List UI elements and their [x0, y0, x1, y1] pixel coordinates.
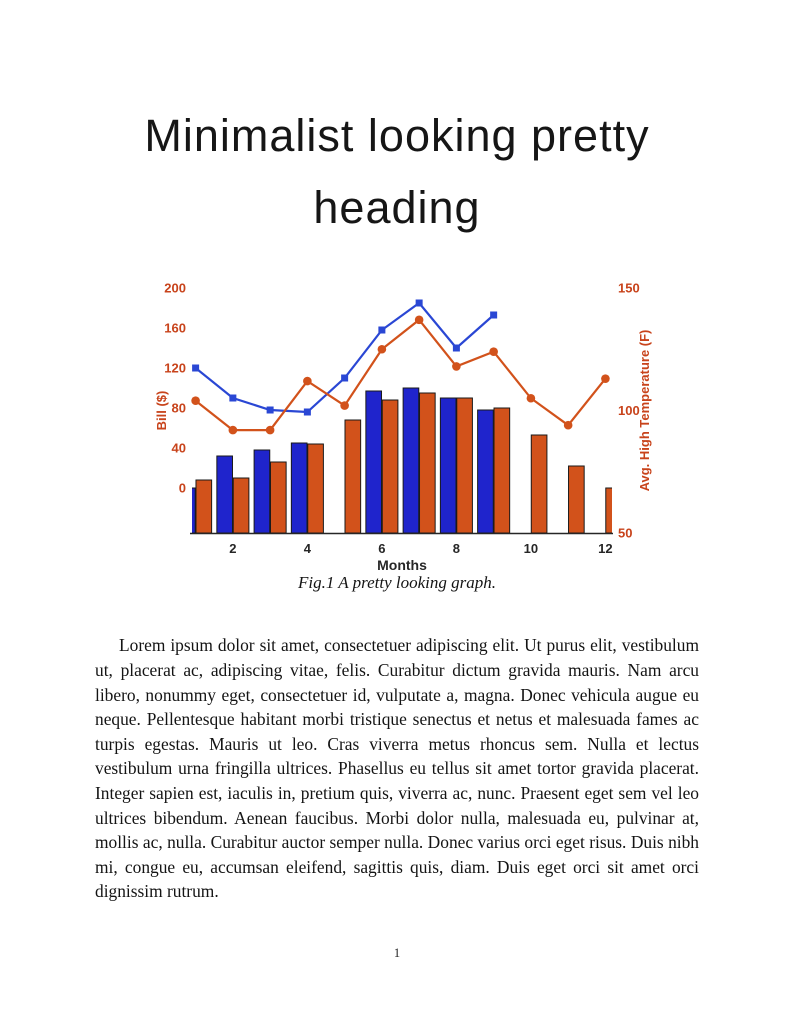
- x-tick-label: 10: [524, 541, 538, 556]
- circle-marker: [452, 362, 461, 371]
- circle-marker: [563, 420, 573, 430]
- square-marker: [192, 364, 200, 372]
- circle-marker: [340, 401, 349, 410]
- page-number: 1: [393, 946, 401, 960]
- bar: [253, 449, 271, 533]
- blue-bars: [192, 387, 494, 533]
- bar: [477, 409, 494, 533]
- left-tick-label: 0: [179, 481, 186, 496]
- square-marker: [490, 311, 498, 319]
- bar: [402, 387, 420, 533]
- left-tick-label: 200: [164, 281, 186, 296]
- square-marker: [378, 326, 386, 334]
- bar: [456, 397, 473, 533]
- circle-marker: [191, 396, 200, 405]
- circle-marker: [303, 376, 312, 386]
- square-marker: [341, 374, 349, 382]
- x-axis-label: Months: [377, 557, 427, 570]
- right-tick-label: 150: [618, 281, 640, 296]
- circle-marker: [265, 425, 275, 435]
- square-marker: [452, 344, 460, 352]
- square-marker: [229, 394, 237, 402]
- bar: [269, 461, 287, 533]
- circle-marker: [228, 425, 238, 435]
- x-tick-label: 2: [229, 541, 236, 556]
- left-tick-label: 40: [172, 441, 186, 456]
- left-tick-label: 80: [172, 401, 186, 416]
- square-marker: [266, 406, 274, 414]
- bar: [568, 465, 585, 533]
- circle-marker: [601, 374, 610, 383]
- figure-caption: Fig.1 A pretty looking graph.: [297, 573, 496, 592]
- square-marker: [303, 408, 311, 416]
- circle-marker: [414, 315, 424, 325]
- bar: [381, 399, 399, 533]
- circle-marker: [489, 347, 498, 356]
- bar: [439, 397, 457, 533]
- x-tick-label: 4: [304, 541, 312, 556]
- bar: [216, 455, 233, 533]
- bar: [192, 487, 196, 533]
- right-axis-label: Avg. High Temperature (F): [637, 330, 652, 492]
- orange-line: [194, 318, 607, 432]
- left-axis-label: Bill ($): [154, 391, 169, 431]
- square-marker: [415, 299, 423, 307]
- chart: 0 40 80 120 160 200 50 100 150 2 4 6 8 10 12 Months Bill…: [152, 278, 662, 574]
- left-tick-label: 160: [164, 321, 186, 336]
- right-tick-label: 100: [618, 403, 640, 418]
- x-tick-label: 8: [453, 541, 460, 556]
- bar: [365, 390, 383, 533]
- body-paragraph: Lorem ipsum dolor sit amet, consectetuer…: [95, 635, 699, 902]
- orange-bars: [195, 392, 612, 533]
- bar: [344, 419, 362, 533]
- bar: [493, 407, 511, 533]
- x-tick-label: 12: [598, 541, 612, 556]
- bar: [232, 477, 250, 533]
- circle-marker: [526, 393, 536, 403]
- bar: [307, 443, 324, 533]
- left-tick-label: 120: [164, 361, 186, 376]
- bar: [419, 392, 436, 533]
- page-title: Minimalist looking pretty heading: [144, 110, 650, 233]
- x-tick-label: 6: [378, 541, 385, 556]
- circle-marker: [377, 344, 387, 354]
- bar: [195, 479, 213, 533]
- bar: [290, 442, 308, 533]
- bar: [530, 434, 548, 533]
- pretty-graph: 0 40 80 120 160 200 50 100 150 2 4 6 8 10 12 Months Bill…: [154, 281, 652, 574]
- bar: [605, 487, 612, 533]
- right-tick-label: 50: [618, 526, 632, 541]
